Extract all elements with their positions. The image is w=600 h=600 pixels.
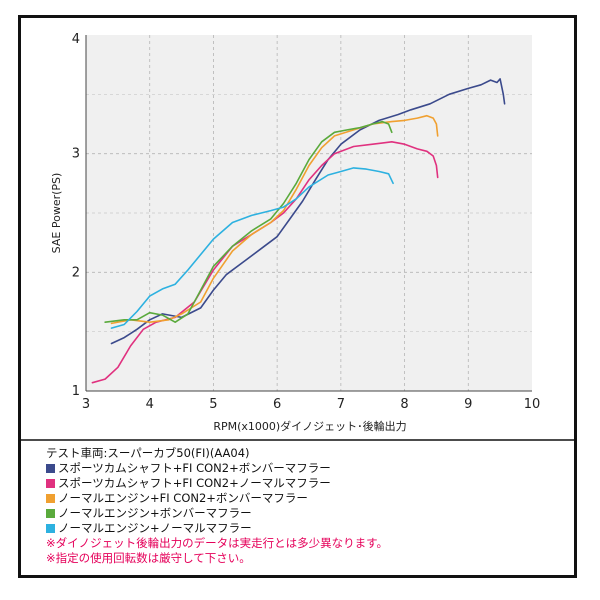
- legend-label: スポーツカムシャフト+FI CON2+ボンバーマフラー: [58, 461, 331, 475]
- legend-swatch: [46, 509, 55, 518]
- x-tick-label: 5: [209, 397, 217, 412]
- x-tick-label: 4: [146, 397, 154, 412]
- x-axis-label: RPM(x1000)ダイノジェット･後輪出力: [213, 419, 406, 433]
- grid: [86, 35, 532, 391]
- y-tick-label: 3: [72, 147, 80, 162]
- series-line-1: [110, 78, 506, 345]
- x-tick-label: 3: [82, 397, 90, 412]
- y-tick-label: 4: [72, 32, 80, 47]
- y-tick-label: 2: [72, 265, 80, 280]
- x-tick-label: 9: [464, 397, 472, 412]
- series-line-5: [110, 167, 394, 329]
- y-axis-label: SAE Power(PS): [50, 173, 63, 254]
- legend-swatch: [46, 524, 55, 533]
- legend-entry: スポーツカムシャフト+FI CON2+ボンバーマフラー: [46, 461, 577, 476]
- legend-entry: ノーマルエンジン+ノーマルマフラー: [46, 521, 577, 536]
- x-tick-label: 10: [524, 397, 541, 412]
- series-line-3: [110, 114, 439, 325]
- note-2: ※指定の使用回転数は厳守して下さい。: [46, 551, 251, 565]
- legend-entry: ノーマルエンジン+FI CON2+ボンバーマフラー: [46, 491, 577, 506]
- legend-label: ノーマルエンジン+ボンバーマフラー: [58, 506, 252, 520]
- tick-labels: 3 4 5 6 7 8 9 10 1 2 3 4: [72, 32, 541, 412]
- series-line-4: [104, 120, 393, 324]
- series-line-2: [91, 141, 439, 384]
- vehicle-label: テスト車両:スーパーカブ50(FI)(AA04): [46, 446, 250, 460]
- note-1: ※ダイノジェット後輪出力のデータは実走行とは多少異なります。: [46, 536, 388, 550]
- series-lines: [91, 78, 506, 384]
- legend-entries: スポーツカムシャフト+FI CON2+ボンバーマフラー スポーツカムシャフト+FI…: [46, 461, 577, 536]
- x-tick-label: 8: [400, 397, 408, 412]
- legend-swatch: [46, 494, 55, 503]
- x-tick-label: 7: [337, 397, 345, 412]
- legend-swatch: [46, 479, 55, 488]
- legend-label: ノーマルエンジン+FI CON2+ボンバーマフラー: [58, 491, 308, 505]
- y-tick-label: 1: [72, 384, 80, 399]
- x-tick-label: 6: [273, 397, 281, 412]
- legend: テスト車両:スーパーカブ50(FI)(AA04) スポーツカムシャフト+FI C…: [18, 440, 577, 578]
- legend-entry: スポーツカムシャフト+FI CON2+ノーマルマフラー: [46, 476, 577, 491]
- legend-label: スポーツカムシャフト+FI CON2+ノーマルマフラー: [58, 476, 331, 490]
- legend-entry: ノーマルエンジン+ボンバーマフラー: [46, 506, 577, 521]
- legend-swatch: [46, 464, 55, 473]
- legend-label: ノーマルエンジン+ノーマルマフラー: [58, 521, 252, 535]
